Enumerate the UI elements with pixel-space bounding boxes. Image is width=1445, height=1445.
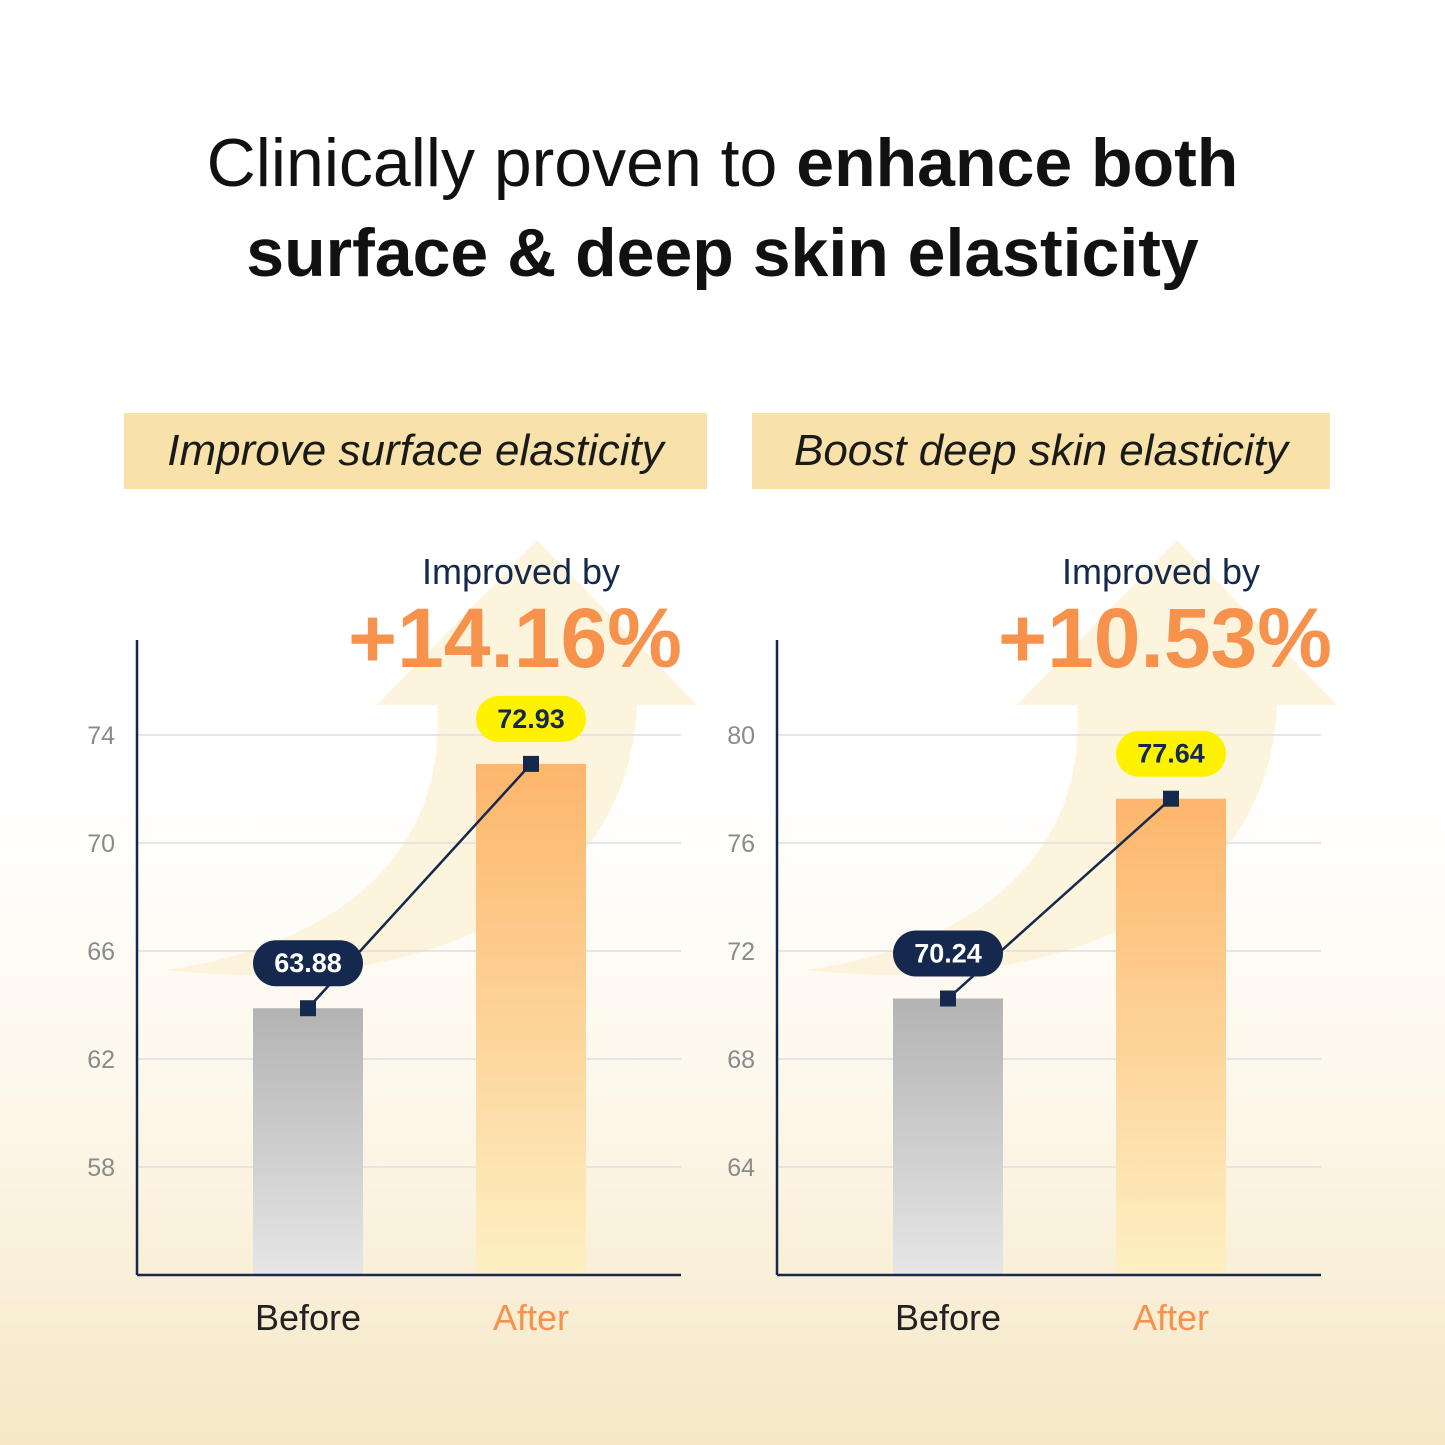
y-tick-label: 58 xyxy=(87,1154,115,1182)
y-tick-label: 68 xyxy=(727,1046,755,1074)
value-label: 77.64 xyxy=(1137,739,1205,769)
y-tick-label: 74 xyxy=(87,722,115,750)
x-category-label: Before xyxy=(895,1297,1001,1338)
y-tick-label: 66 xyxy=(87,938,115,966)
value-label-pill xyxy=(1116,730,1226,777)
page-title-line-2: surface & deep skin elasticity xyxy=(0,208,1445,298)
data-point-marker xyxy=(523,755,539,772)
value-label-pill xyxy=(476,695,586,742)
title-bold-2: surface & deep skin elasticity xyxy=(246,215,1199,291)
y-tick-label: 64 xyxy=(727,1154,755,1182)
y-tick-label: 80 xyxy=(727,722,755,750)
bar-before xyxy=(253,1008,363,1275)
x-category-label: After xyxy=(1133,1297,1209,1338)
value-label: 70.24 xyxy=(914,939,982,969)
y-tick-label: 62 xyxy=(87,1046,115,1074)
improved-by-label: Improved by xyxy=(422,551,620,592)
y-tick-label: 76 xyxy=(727,830,755,858)
x-category-label: After xyxy=(493,1297,569,1338)
chart-2-title: Boost deep skin elasticity xyxy=(793,426,1289,475)
title-bold: enhance both xyxy=(796,125,1239,201)
improvement-percentage: +14.16% xyxy=(348,591,682,685)
value-label: 63.88 xyxy=(274,948,342,978)
value-label: 72.93 xyxy=(497,704,565,734)
chart-1-title: Improve surface elasticity xyxy=(167,426,664,475)
value-label-pill xyxy=(893,930,1003,977)
title-regular: Clinically proven to xyxy=(206,125,797,201)
x-category-label: Before xyxy=(255,1297,361,1338)
value-label-pill xyxy=(253,940,363,987)
chart-1-title-box: Improve surface elasticity xyxy=(124,413,707,489)
bar-after xyxy=(476,763,586,1275)
bar-before xyxy=(893,998,1003,1275)
y-tick-label: 70 xyxy=(87,830,115,858)
chart-1: 74 70 66 62 58 Before After 63.88 72.93 Improved … xyxy=(87,540,697,1338)
improved-by-label: Improved by xyxy=(1062,551,1260,592)
chart-2: 80 76 72 68 64 Before After 70.24 77.64 Improved … xyxy=(727,540,1337,1338)
improvement-percentage: +10.53% xyxy=(998,591,1332,685)
data-point-marker xyxy=(1163,790,1179,807)
bar-after xyxy=(1116,798,1226,1275)
page-title-line-1: Clinically proven to enhance both xyxy=(0,118,1445,208)
y-tick-label: 72 xyxy=(727,938,755,966)
chart-2-title-box: Boost deep skin elasticity xyxy=(752,413,1330,489)
data-point-marker xyxy=(300,1000,316,1017)
data-point-marker xyxy=(940,990,956,1007)
